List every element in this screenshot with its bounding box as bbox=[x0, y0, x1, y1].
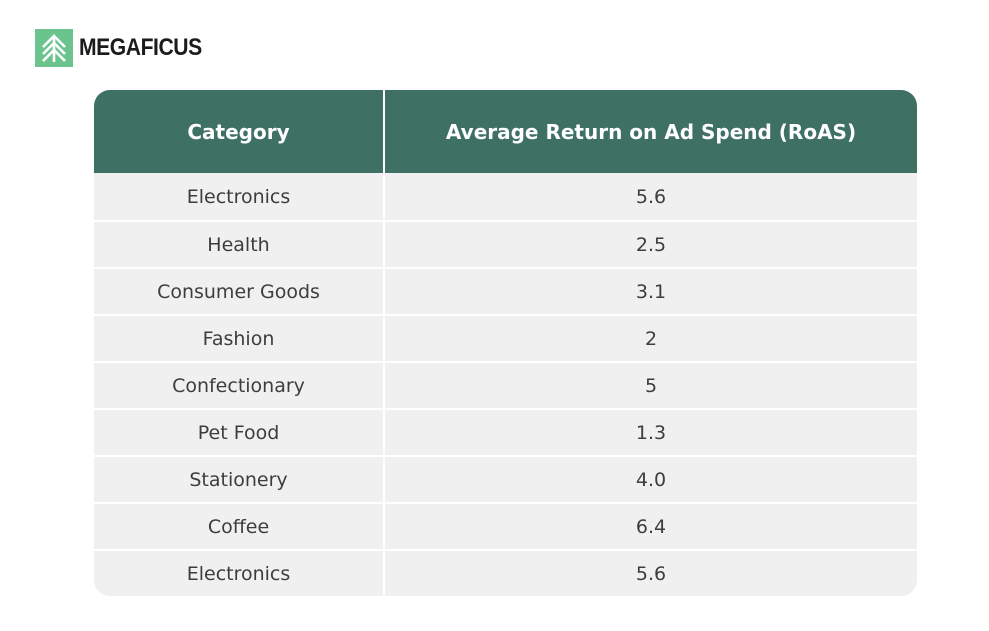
roas-value-cell: 5 bbox=[384, 361, 917, 409]
roas-table: Category Average Return on Ad Spend (RoA… bbox=[94, 90, 917, 596]
roas-value-cell: 1.3 bbox=[384, 408, 917, 456]
roas-value-cell: 2 bbox=[384, 314, 917, 362]
category-cell: Pet Food bbox=[94, 408, 385, 456]
table-row: Electronics 5.6 bbox=[94, 549, 917, 596]
table-row: Fashion 2 bbox=[94, 314, 917, 362]
category-cell: Confectionary bbox=[94, 361, 385, 409]
table-body: Electronics 5.6 Health 2.5 Consumer Goods 3.1… bbox=[94, 173, 917, 596]
table-row: Health 2.5 bbox=[94, 220, 917, 268]
table-row: Coffee 6.4 bbox=[94, 502, 917, 550]
roas-value-cell: 5.6 bbox=[384, 173, 917, 221]
roas-value-cell: 3.1 bbox=[384, 267, 917, 315]
brand-logo: MEGAFICUS bbox=[35, 29, 219, 67]
category-cell: Stationery bbox=[94, 455, 385, 503]
category-cell: Electronics bbox=[94, 173, 385, 221]
column-header-category: Category bbox=[94, 90, 385, 173]
table-row: Electronics 5.6 bbox=[94, 173, 917, 221]
roas-value-cell: 6.4 bbox=[384, 502, 917, 550]
category-cell: Fashion bbox=[94, 314, 385, 362]
column-header-roas: Average Return on Ad Spend (RoAS) bbox=[384, 90, 917, 173]
category-cell: Coffee bbox=[94, 502, 385, 550]
category-cell: Electronics bbox=[94, 549, 385, 596]
roas-value-cell: 2.5 bbox=[384, 220, 917, 268]
brand-name: MEGAFICUS bbox=[79, 34, 202, 61]
category-cell: Health bbox=[94, 220, 385, 268]
table-row: Pet Food 1.3 bbox=[94, 408, 917, 456]
leaf-logo-icon bbox=[35, 29, 73, 67]
roas-value-cell: 5.6 bbox=[384, 549, 917, 596]
category-cell: Consumer Goods bbox=[94, 267, 385, 315]
table-header-row: Category Average Return on Ad Spend (RoA… bbox=[94, 90, 917, 173]
table-row: Stationery 4.0 bbox=[94, 455, 917, 503]
roas-value-cell: 4.0 bbox=[384, 455, 917, 503]
table-row: Confectionary 5 bbox=[94, 361, 917, 409]
table-row: Consumer Goods 3.1 bbox=[94, 267, 917, 315]
